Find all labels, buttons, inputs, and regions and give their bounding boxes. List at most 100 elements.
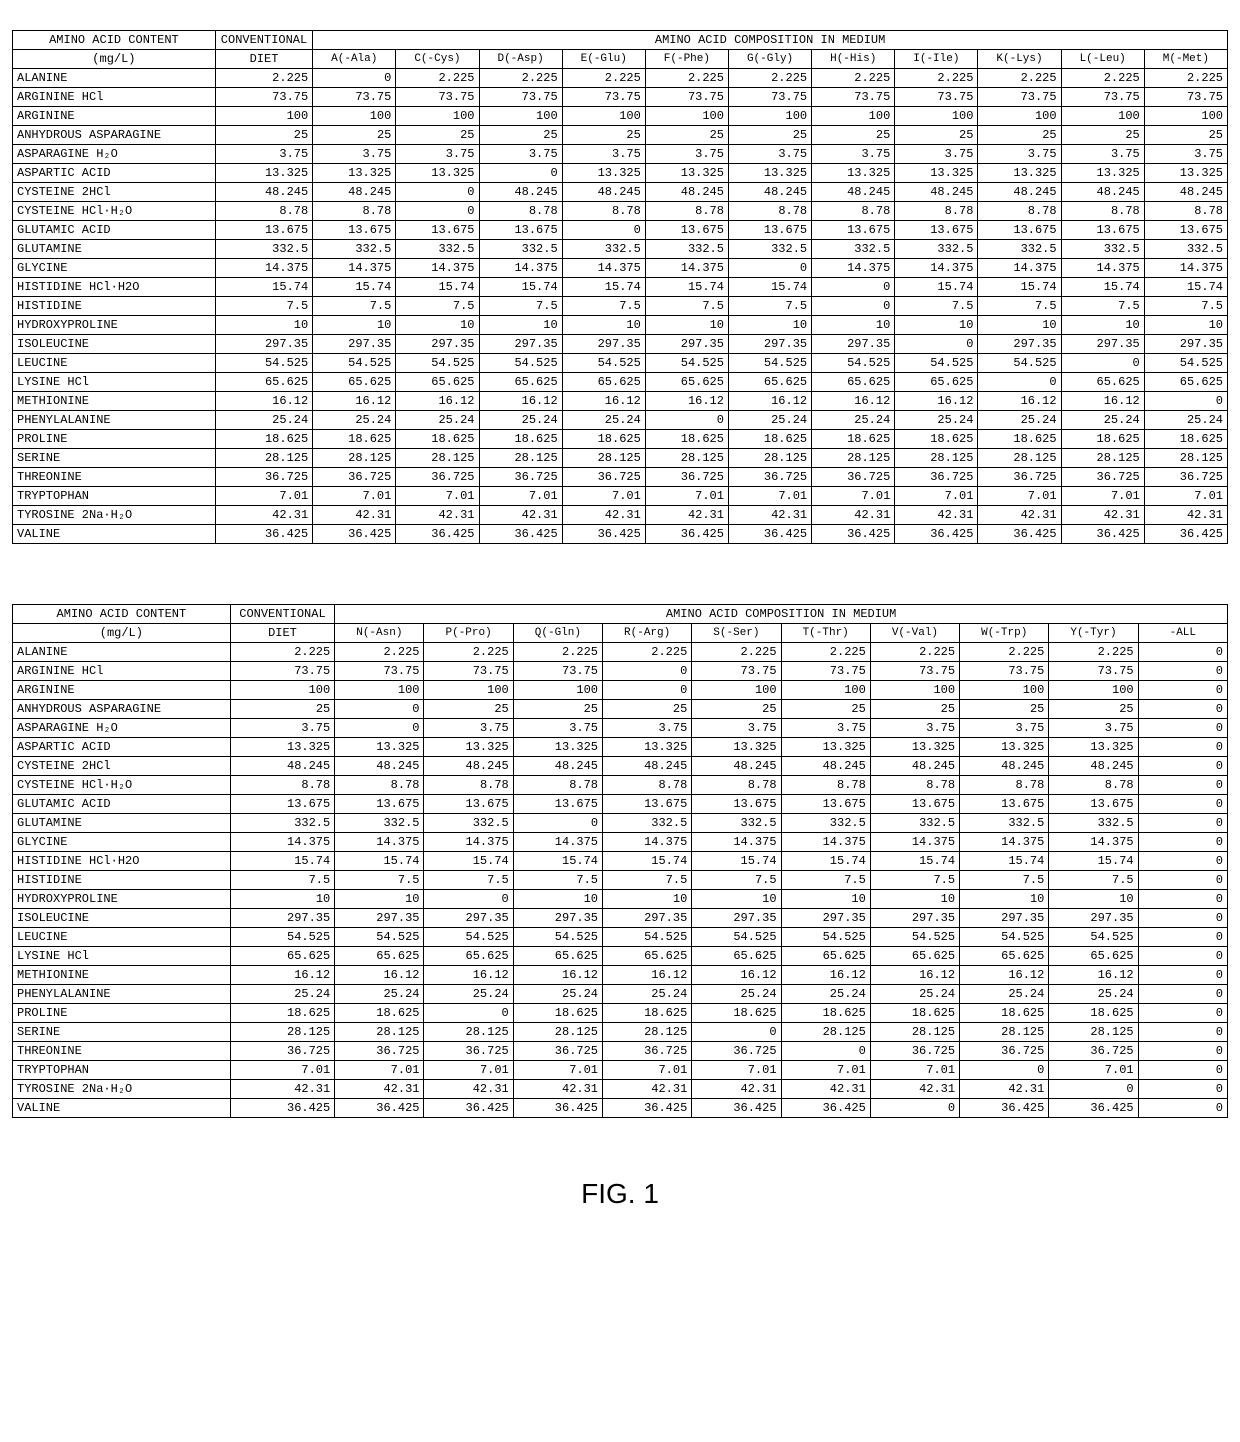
medium-value: 0: [562, 221, 645, 240]
medium-value: 25.24: [1144, 411, 1227, 430]
medium-value: 0: [1138, 852, 1227, 871]
amino-acid-name: HYDROXYPROLINE: [13, 890, 231, 909]
medium-value: 297.35: [960, 909, 1049, 928]
medium-value: 332.5: [895, 240, 978, 259]
medium-value: 100: [728, 107, 811, 126]
conventional-value: 100: [215, 107, 312, 126]
medium-value: 10: [335, 890, 424, 909]
medium-value: 0: [1049, 1080, 1138, 1099]
medium-value: 0: [1138, 795, 1227, 814]
amino-acid-name: ASPARTIC ACID: [13, 164, 216, 183]
medium-value: 3.75: [603, 719, 692, 738]
medium-value: 13.325: [313, 164, 396, 183]
conventional-value: 25: [215, 126, 312, 145]
medium-value: 0: [978, 373, 1061, 392]
medium-value: 42.31: [870, 1080, 959, 1099]
medium-value: 28.125: [335, 1023, 424, 1042]
medium-value: 332.5: [1061, 240, 1144, 259]
medium-value: 42.31: [562, 506, 645, 525]
header-medium-N(-Asn): N(-Asn): [335, 624, 424, 643]
medium-value: 25.24: [978, 411, 1061, 430]
medium-value: 297.35: [562, 335, 645, 354]
medium-value: 0: [1138, 966, 1227, 985]
conventional-value: 36.425: [215, 525, 312, 544]
medium-value: 36.425: [424, 1099, 513, 1118]
medium-value: 65.625: [728, 373, 811, 392]
medium-value: 8.78: [479, 202, 562, 221]
medium-value: 13.675: [870, 795, 959, 814]
medium-value: 10: [562, 316, 645, 335]
medium-value: 42.31: [728, 506, 811, 525]
amino-acid-name: ASPARTIC ACID: [13, 738, 231, 757]
medium-value: 36.425: [781, 1099, 870, 1118]
amino-acid-name: PHENYLALANINE: [13, 411, 216, 430]
medium-value: 36.425: [645, 525, 728, 544]
medium-value: 18.625: [692, 1004, 781, 1023]
table-row: CYSTEINE HCl·H₂O8.788.788.788.788.788.78…: [13, 776, 1228, 795]
medium-value: 297.35: [313, 335, 396, 354]
medium-value: 13.675: [424, 795, 513, 814]
medium-value: 48.245: [335, 757, 424, 776]
header-medium-I(-Ile): I(-Ile): [895, 50, 978, 69]
medium-value: 332.5: [645, 240, 728, 259]
medium-value: 100: [781, 681, 870, 700]
medium-value: 10: [781, 890, 870, 909]
medium-value: 0: [396, 183, 479, 202]
medium-value: 0: [1138, 833, 1227, 852]
conventional-value: 18.625: [215, 430, 312, 449]
table-row: TRYPTOPHAN7.017.017.017.017.017.017.017.…: [13, 1061, 1228, 1080]
header-units: (mg/L): [13, 50, 216, 69]
medium-value: 0: [479, 164, 562, 183]
medium-value: 48.245: [978, 183, 1061, 202]
medium-value: 36.425: [1049, 1099, 1138, 1118]
medium-value: 36.725: [424, 1042, 513, 1061]
medium-value: 73.75: [870, 662, 959, 681]
medium-value: 297.35: [781, 909, 870, 928]
medium-value: 3.75: [692, 719, 781, 738]
medium-value: 15.74: [960, 852, 1049, 871]
medium-value: 18.625: [562, 430, 645, 449]
medium-value: 13.325: [692, 738, 781, 757]
medium-value: 13.325: [1144, 164, 1227, 183]
medium-value: 48.245: [1144, 183, 1227, 202]
medium-value: 14.375: [1049, 833, 1138, 852]
medium-value: 25: [978, 126, 1061, 145]
medium-value: 297.35: [1144, 335, 1227, 354]
medium-value: 0: [1138, 1080, 1227, 1099]
medium-value: 10: [692, 890, 781, 909]
medium-value: 0: [692, 1023, 781, 1042]
medium-value: 15.74: [335, 852, 424, 871]
table-row: ISOLEUCINE297.35297.35297.35297.35297.35…: [13, 335, 1228, 354]
medium-value: 0: [1138, 1099, 1227, 1118]
medium-value: 15.74: [728, 278, 811, 297]
medium-value: 13.325: [895, 164, 978, 183]
medium-value: 0: [1061, 354, 1144, 373]
header-medium-C(-Cys): C(-Cys): [396, 50, 479, 69]
medium-value: 2.225: [728, 69, 811, 88]
table-row: HYDROXYPROLINE10100101010101010100: [13, 890, 1228, 909]
medium-value: 297.35: [1061, 335, 1144, 354]
medium-value: 28.125: [313, 449, 396, 468]
conventional-value: 332.5: [215, 240, 312, 259]
medium-value: 13.675: [513, 795, 602, 814]
amino-acid-name: THREONINE: [13, 1042, 231, 1061]
header-medium-A(-Ala): A(-Ala): [313, 50, 396, 69]
medium-value: 65.625: [1049, 947, 1138, 966]
conventional-value: 8.78: [230, 776, 335, 795]
medium-value: 332.5: [603, 814, 692, 833]
medium-value: 36.425: [513, 1099, 602, 1118]
medium-value: 8.78: [335, 776, 424, 795]
medium-value: 73.75: [396, 88, 479, 107]
medium-value: 28.125: [870, 1023, 959, 1042]
medium-value: 13.675: [1061, 221, 1144, 240]
medium-value: 2.225: [870, 643, 959, 662]
medium-value: 13.675: [781, 795, 870, 814]
table-row: HISTIDINE HCl·H2O15.7415.7415.7415.7415.…: [13, 852, 1228, 871]
medium-value: 0: [1138, 928, 1227, 947]
medium-value: 10: [396, 316, 479, 335]
medium-value: 297.35: [812, 335, 895, 354]
medium-value: 0: [1138, 871, 1227, 890]
medium-value: 25: [960, 700, 1049, 719]
medium-value: 2.225: [812, 69, 895, 88]
medium-value: 13.325: [978, 164, 1061, 183]
